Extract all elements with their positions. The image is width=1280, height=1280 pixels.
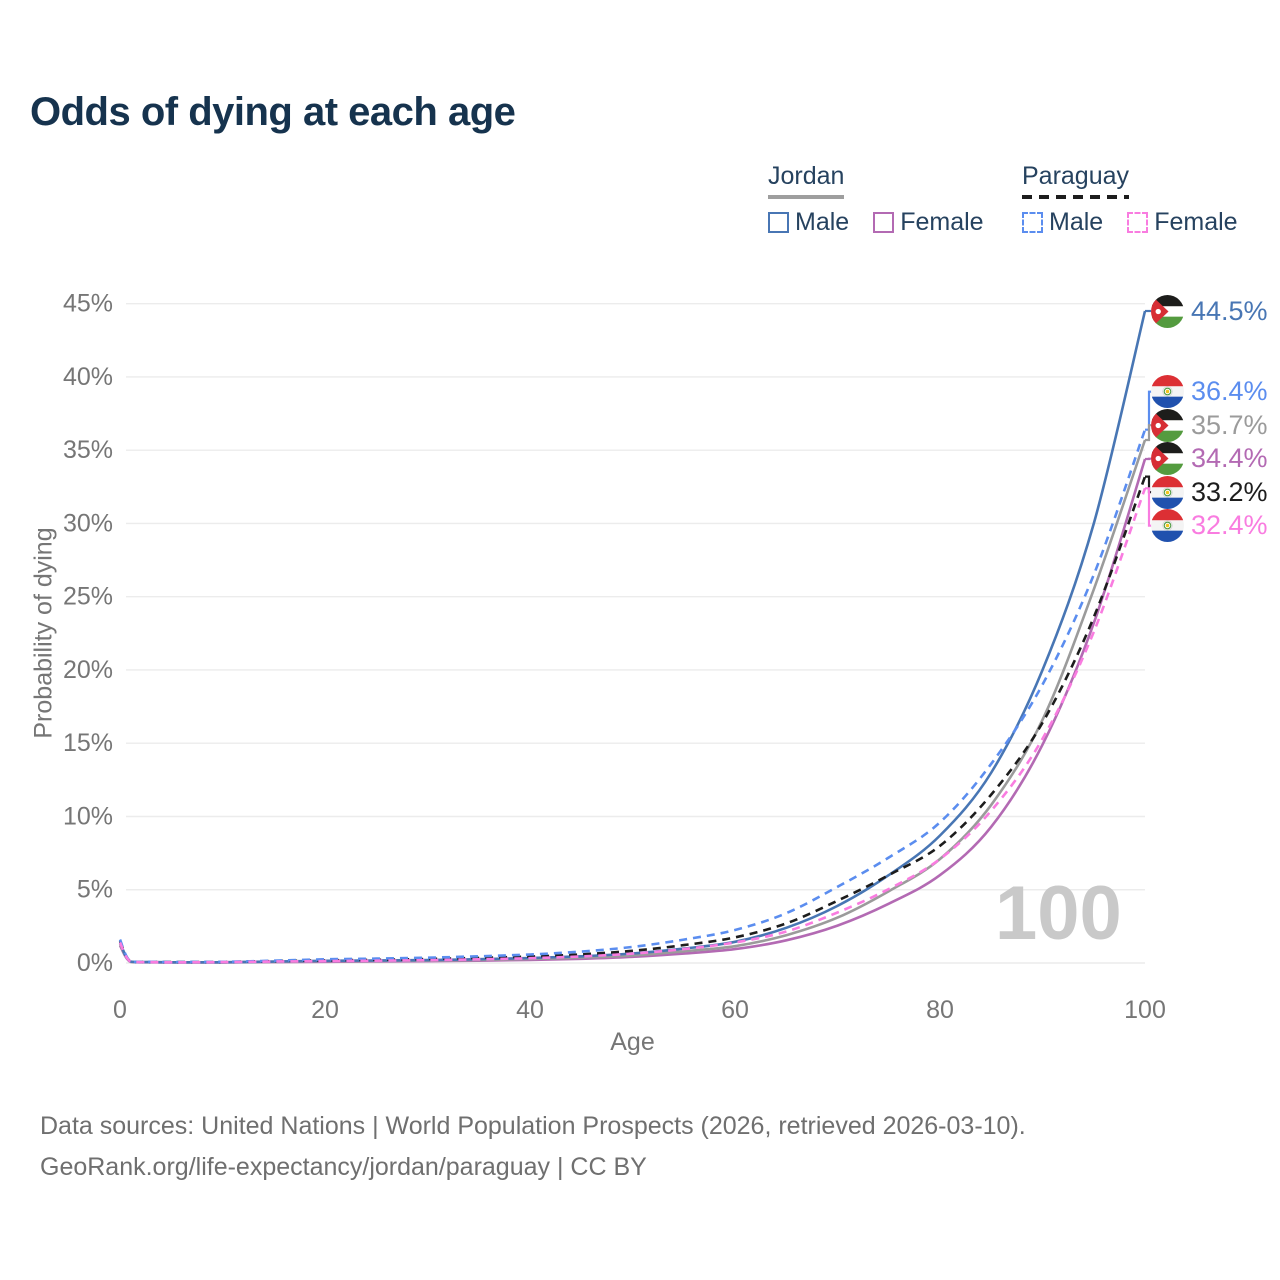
y-tick-label: 45% [63, 290, 113, 318]
series-line-paraguay-both[interactable] [118, 476, 1147, 964]
end-label-value: 36.4% [1191, 376, 1268, 407]
page-title: Odds of dying at each age [30, 90, 516, 134]
end-label-jordan-female: 34.4% [1151, 442, 1268, 476]
paraguay-flag-icon [1151, 509, 1184, 543]
series-line-jordan-male[interactable] [118, 310, 1147, 964]
y-axis-title: Probability of dying [29, 527, 58, 739]
series-line-jordan-both[interactable] [118, 439, 1147, 964]
legend-item-jordan-male[interactable]: Male [768, 208, 849, 237]
y-tick-label: 15% [63, 729, 113, 757]
hover-age-indicator: 100 [995, 871, 1122, 956]
y-tick-label: 25% [63, 583, 113, 611]
y-tick-label: 10% [63, 802, 113, 830]
legend-style-line-solid [768, 195, 845, 199]
legend-item-jordan-female[interactable]: Female [873, 208, 984, 237]
legend-item-label: Female [900, 208, 984, 236]
paraguay-flag-icon [1151, 475, 1184, 509]
legend-swatch-jordan-male [768, 212, 789, 233]
x-tick-label: 0 [113, 996, 127, 1024]
end-label-paraguay-both: 33.2% [1151, 475, 1268, 509]
series-line-paraguay-male[interactable] [118, 429, 1147, 964]
y-tick-label: 30% [63, 509, 113, 537]
legend-style-line-dashed [1022, 195, 1130, 199]
legend-swatch-jordan-female [873, 212, 895, 233]
end-label-paraguay-male: 36.4% [1151, 375, 1268, 409]
end-label-value: 34.4% [1191, 443, 1268, 474]
end-label-paraguay-female: 32.4% [1151, 509, 1268, 543]
end-label-value: 35.7% [1191, 409, 1268, 440]
legend-item-label: Male [795, 208, 850, 236]
legend-item-label: Female [1154, 208, 1238, 236]
legend-item-label: Male [1049, 208, 1104, 236]
end-label-jordan-both: 35.7% [1151, 408, 1268, 442]
x-tick-label: 100 [1124, 996, 1166, 1024]
x-tick-label: 20 [311, 996, 339, 1024]
x-tick-label: 80 [926, 996, 954, 1024]
y-tick-label: 5% [77, 876, 113, 904]
legend-group-title-jordan[interactable]: Jordan [768, 162, 845, 190]
jordan-flag-icon [1151, 408, 1184, 442]
legend-group-title-paraguay[interactable]: Paraguay [1022, 162, 1130, 190]
y-tick-label: 35% [63, 436, 113, 464]
paraguay-flag-icon [1151, 375, 1184, 409]
jordan-flag-icon [1151, 442, 1184, 476]
x-axis-title: Age [610, 1028, 655, 1056]
y-tick-label: 20% [63, 656, 113, 684]
end-label-jordan-male: 44.5% [1151, 294, 1268, 328]
footer-attribution: GeoRank.org/life-expectancy/jordan/parag… [40, 1153, 647, 1181]
legend-item-paraguay-male[interactable]: Male [1022, 208, 1103, 237]
y-tick-label: 40% [63, 363, 113, 391]
footer-data-sources: Data sources: United Nations | World Pop… [40, 1112, 1026, 1140]
legend-swatch-paraguay-male [1022, 212, 1043, 233]
end-label-value: 44.5% [1191, 295, 1268, 326]
y-tick-label: 0% [77, 949, 113, 977]
end-label-value: 33.2% [1191, 476, 1268, 507]
legend-group-jordan: Jordan Male Female [768, 162, 984, 237]
series-line-paraguay-female[interactable] [118, 487, 1147, 964]
end-label-value: 32.4% [1191, 510, 1268, 541]
x-tick-label: 60 [721, 996, 749, 1024]
footer: Data sources: United Nations | World Pop… [40, 1106, 1026, 1188]
jordan-flag-icon [1151, 294, 1184, 328]
x-tick-label: 40 [516, 996, 544, 1024]
legend-swatch-paraguay-female [1127, 212, 1149, 233]
legend-item-paraguay-female[interactable]: Female [1127, 208, 1238, 237]
series-line-jordan-female[interactable] [118, 458, 1147, 964]
legend-group-paraguay: Paraguay Male Female [1022, 162, 1238, 237]
